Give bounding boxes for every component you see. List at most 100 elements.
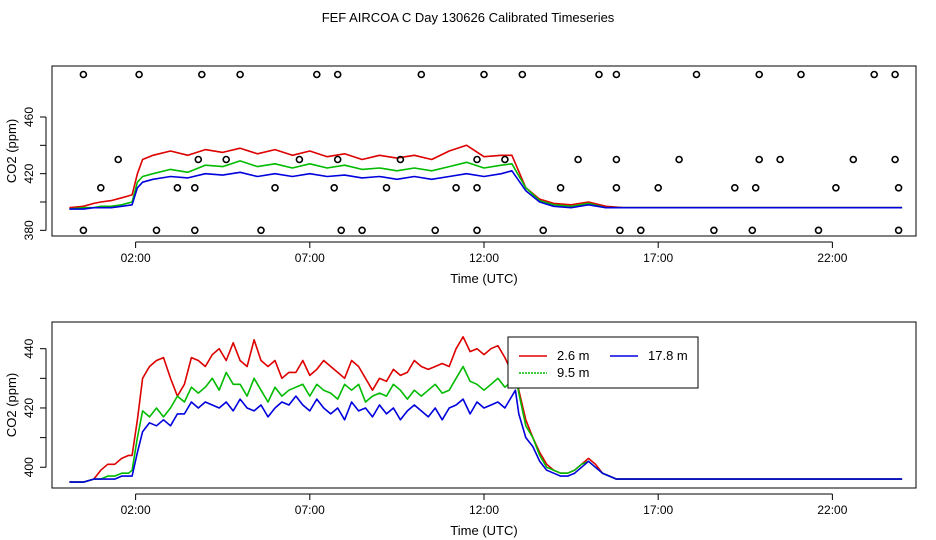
data-point [612,155,621,164]
data-point [636,226,645,235]
x-axis-bottom: 02:00 07:00 12:00 17:00 22:00 [121,493,848,517]
data-point [396,155,405,164]
data-point [556,184,565,192]
x-tick-label: 07:00 [295,503,325,517]
data-point [675,155,683,164]
data-point [333,70,342,79]
data-point [894,184,903,192]
data-point [236,70,244,79]
data-point [616,226,624,235]
data-point [595,70,603,79]
x-tick-label: 22:00 [817,503,847,517]
data-point [870,70,879,79]
plot-frame-bottom [51,321,917,489]
data-point [79,70,88,79]
data-point [312,70,321,79]
data-point [748,226,757,235]
x-tick-label: 02:00 [121,251,151,265]
data-point [797,70,805,79]
data-point [473,226,481,235]
data-point [79,226,88,235]
data-point [191,226,199,235]
data-point [452,184,460,192]
data-point [501,155,509,164]
data-point [194,155,203,164]
data-point [431,226,440,235]
series-line-9.5m [69,365,903,483]
data-point [891,155,899,164]
data-point [330,184,339,192]
data-point [814,226,823,235]
data-point [539,226,548,235]
y-axis-label-bottom: CO2 (ppm) [4,373,19,437]
data-point [710,226,718,235]
y-tick-label: 420 [22,398,36,418]
series-line-2.6m [69,335,903,483]
x-axis-label-bottom: Time (UTC) [450,523,517,538]
data-point [776,155,784,164]
data-point [198,70,206,79]
data-point [832,184,840,192]
data-point [417,70,426,79]
data-point [891,70,899,79]
x-axis-label-top: Time (UTC) [450,271,517,286]
scatter-points-top [79,70,903,235]
data-point [692,70,701,79]
x-tick-label: 17:00 [643,503,673,517]
data-point [358,226,366,235]
data-point [337,226,346,235]
data-point [654,184,663,192]
y-tick-label: 380 [22,220,36,240]
data-point [849,155,858,164]
y-axis-bottom: 400 420 440 [22,338,47,477]
data-point [755,155,764,164]
data-point [894,226,903,235]
x-tick-label: 12:00 [469,503,499,517]
data-point [518,70,527,79]
bottom-panel: 400 420 440 02:00 07:00 12:00 17:00 22:00 Time… [4,321,917,538]
x-tick-label: 22:00 [817,251,847,265]
data-point [333,155,342,164]
data-point [751,184,760,192]
plot-frame-top [51,65,917,237]
y-tick-label: 420 [22,163,36,183]
y-tick-label: 460 [22,107,36,127]
series-line-17.8m [69,389,903,483]
legend-label-9.5m: 9.5 m [557,365,590,380]
data-point [257,226,265,235]
data-point [612,70,621,79]
legend-box [507,336,699,389]
data-point [271,184,279,192]
y-axis-label-top: CO2 (ppm) [4,119,19,183]
series-lines-top [69,144,903,210]
data-point [152,226,161,235]
legend-label-17.8m: 17.8 m [648,348,688,363]
x-tick-label: 17:00 [643,251,673,265]
data-point [473,155,481,164]
data-point [97,184,105,192]
data-point [114,155,122,164]
x-axis-top: 02:00 07:00 12:00 17:00 22:00 [121,241,848,265]
data-point [295,155,304,164]
data-point [191,184,199,192]
x-tick-label: 02:00 [121,503,151,517]
legend: 2.6 m 9.5 m 17.8 m [507,336,699,389]
series-line-17.8m [69,170,903,210]
data-point [612,184,621,192]
y-axis-top: 380 420 460 [22,107,47,240]
legend-label-2.6m: 2.6 m [557,348,590,363]
data-point [574,155,582,164]
data-point [382,184,391,192]
data-point [173,184,182,192]
data-point [222,155,230,164]
data-point [730,184,739,192]
x-tick-label: 12:00 [469,251,499,265]
data-point [755,70,764,79]
figure-title: FEF AIRCOA C Day 130626 Calibrated Times… [322,10,615,25]
x-tick-label: 07:00 [295,251,325,265]
y-tick-label: 400 [22,457,36,477]
top-panel: 380 420 460 02:00 07:00 12:00 17:00 22:00 Time… [4,65,917,286]
data-point [473,184,481,192]
y-tick-label: 440 [22,338,36,358]
